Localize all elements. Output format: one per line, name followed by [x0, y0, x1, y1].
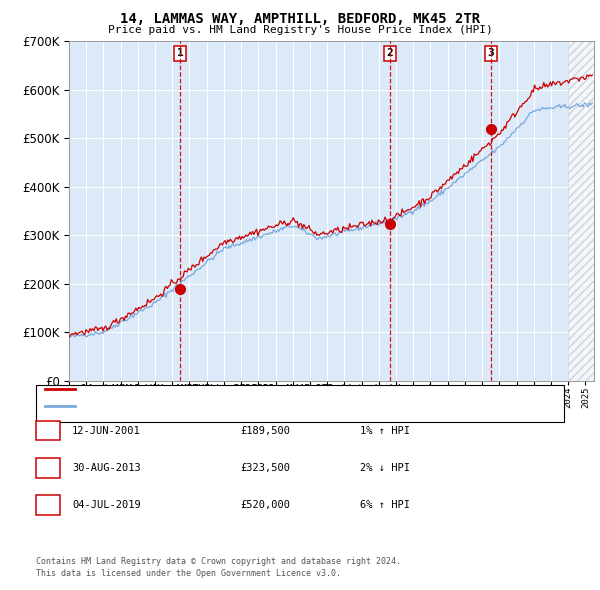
Text: Contains HM Land Registry data © Crown copyright and database right 2024.: Contains HM Land Registry data © Crown c…	[36, 558, 401, 566]
Text: 14, LAMMAS WAY, AMPTHILL, BEDFORD, MK45 2TR: 14, LAMMAS WAY, AMPTHILL, BEDFORD, MK45 …	[120, 12, 480, 26]
Text: 1: 1	[176, 48, 184, 58]
Text: 1% ↑ HPI: 1% ↑ HPI	[360, 426, 410, 435]
Text: This data is licensed under the Open Government Licence v3.0.: This data is licensed under the Open Gov…	[36, 569, 341, 578]
Text: 2: 2	[44, 463, 52, 473]
Text: 2: 2	[387, 48, 394, 58]
Text: 6% ↑ HPI: 6% ↑ HPI	[360, 500, 410, 510]
Text: 3: 3	[44, 500, 52, 510]
Text: 04-JUL-2019: 04-JUL-2019	[72, 500, 141, 510]
Text: 14, LAMMAS WAY, AMPTHILL, BEDFORD, MK45 2TR (detached house): 14, LAMMAS WAY, AMPTHILL, BEDFORD, MK45 …	[81, 384, 433, 394]
Text: £323,500: £323,500	[240, 463, 290, 473]
Text: HPI: Average price, detached house, Central Bedfordshire: HPI: Average price, detached house, Cent…	[81, 401, 410, 411]
Text: 12-JUN-2001: 12-JUN-2001	[72, 426, 141, 435]
Text: 3: 3	[487, 48, 494, 58]
Text: 1: 1	[44, 426, 52, 435]
Text: Price paid vs. HM Land Registry's House Price Index (HPI): Price paid vs. HM Land Registry's House …	[107, 25, 493, 35]
Text: £189,500: £189,500	[240, 426, 290, 435]
Text: £520,000: £520,000	[240, 500, 290, 510]
Text: 30-AUG-2013: 30-AUG-2013	[72, 463, 141, 473]
Text: 2% ↓ HPI: 2% ↓ HPI	[360, 463, 410, 473]
